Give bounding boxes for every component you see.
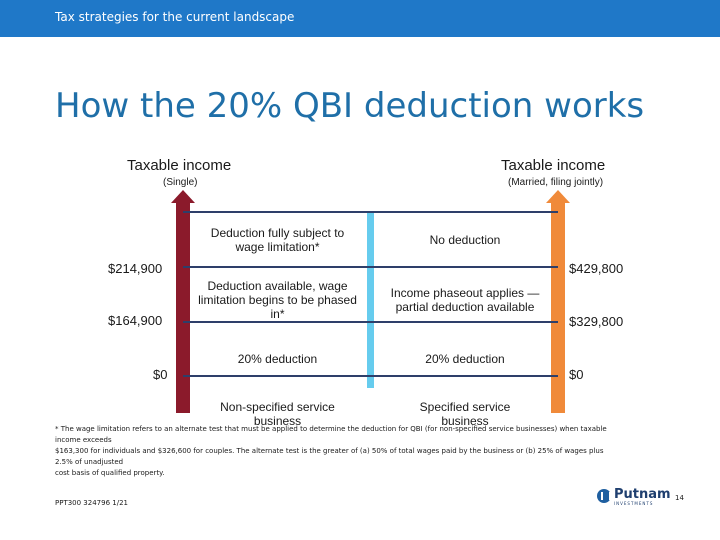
specified-category-label: Specified service business bbox=[419, 400, 511, 428]
footnote-line: 2.5% of unadjusted bbox=[55, 458, 124, 466]
footnote-line: cost basis of qualified property. bbox=[55, 469, 165, 477]
document-code: PPT300 324796 1/21 bbox=[55, 499, 128, 507]
specified-mid-cell: Income phaseout applies — partial deduct… bbox=[390, 286, 540, 314]
category-divider bbox=[367, 212, 374, 388]
married-income-subheading: (Married, filing jointly) bbox=[508, 177, 604, 188]
wage-limitation-footnote: * The wage limitation refers to an alter… bbox=[55, 424, 660, 479]
married-income-arrow bbox=[546, 190, 570, 413]
nonspecified-category-label: Non-specified service business bbox=[220, 400, 335, 428]
putnam-logo-subtitle: INVESTMENTS bbox=[614, 501, 654, 506]
footnote-line: * The wage limitation refers to an alter… bbox=[55, 425, 607, 433]
married-threshold-mid: $329,800 bbox=[569, 314, 624, 329]
single-threshold-zero: $0 bbox=[153, 367, 168, 382]
married-threshold-zero: $0 bbox=[569, 367, 584, 382]
putnam-logo-icon bbox=[597, 489, 611, 503]
nonspecified-mid-cell: Deduction available, wage limitation beg… bbox=[198, 279, 357, 321]
single-threshold-mid: $164,900 bbox=[108, 313, 163, 328]
footnote-line: income exceeds bbox=[55, 436, 112, 444]
putnam-logo-wordmark: Putnam bbox=[614, 487, 671, 502]
specified-low-cell: 20% deduction bbox=[425, 352, 505, 366]
married-income-heading: Taxable income bbox=[501, 157, 606, 174]
putnam-logo: Putnam INVESTMENTS bbox=[597, 487, 671, 507]
single-income-arrow bbox=[171, 190, 195, 413]
married-threshold-top: $429,800 bbox=[569, 261, 624, 276]
slide-title: How the 20% QBI deduction works bbox=[55, 86, 645, 126]
page-number: 14 bbox=[675, 494, 684, 502]
single-income-subheading: (Single) bbox=[163, 177, 198, 188]
nonspecified-low-cell: 20% deduction bbox=[237, 352, 318, 366]
header-bar: Tax strategies for the current landscape bbox=[0, 0, 720, 37]
header-title: Tax strategies for the current landscape bbox=[55, 10, 295, 24]
single-threshold-top: $214,900 bbox=[108, 261, 163, 276]
footnote-line: $163,300 for individuals and $326,600 fo… bbox=[55, 447, 604, 455]
specified-top-cell: No deduction bbox=[429, 233, 501, 247]
single-income-heading: Taxable income bbox=[127, 157, 232, 174]
nonspecified-top-cell: Deduction fully subject to wage limitati… bbox=[210, 226, 345, 254]
